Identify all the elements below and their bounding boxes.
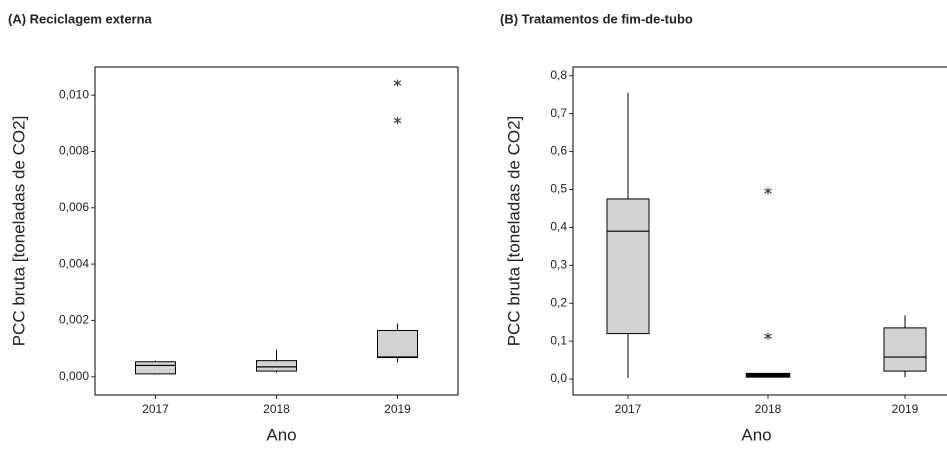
y-tick-label: 0,002 bbox=[59, 313, 89, 327]
box bbox=[377, 330, 418, 359]
x-tick-label: 2017 bbox=[615, 402, 642, 416]
y-tick-label: 0,6 bbox=[550, 144, 567, 158]
chart-title: (A) Reciclagem externa bbox=[8, 11, 153, 26]
y-tick-label: 0,008 bbox=[59, 144, 89, 158]
x-tick-label: 2019 bbox=[892, 402, 919, 416]
plot-frame bbox=[572, 66, 947, 396]
x-tick-label: 2018 bbox=[263, 402, 290, 416]
y-tick-label: 0,004 bbox=[59, 256, 89, 270]
y-tick-label: 0,0 bbox=[550, 371, 567, 385]
outlier bbox=[393, 79, 402, 87]
x-axis-label: Ano bbox=[741, 425, 771, 444]
box bbox=[606, 198, 650, 335]
x-tick-label: 2018 bbox=[755, 402, 782, 416]
y-tick-label: 0,5 bbox=[550, 182, 567, 196]
x-tick-label: 2019 bbox=[384, 402, 411, 416]
y-axis-label: PCC bruta [toneladas de CO2] bbox=[9, 116, 28, 347]
plot-frame bbox=[94, 66, 459, 396]
x-axis-label: Ano bbox=[266, 425, 296, 444]
y-tick-label: 0,8 bbox=[550, 68, 567, 82]
box bbox=[256, 360, 297, 372]
y-tick-label: 0,3 bbox=[550, 257, 567, 271]
y-tick-label: 0,4 bbox=[550, 220, 567, 234]
outlier bbox=[764, 187, 772, 195]
outlier bbox=[393, 116, 402, 124]
box bbox=[135, 361, 176, 375]
x-tick-label: 2017 bbox=[142, 402, 169, 416]
y-tick-label: 0,006 bbox=[59, 200, 89, 214]
y-axis-label: PCC bruta [toneladas de CO2] bbox=[504, 116, 523, 347]
chart-title: (B) Tratamentos de fim-de-tubo bbox=[500, 11, 693, 26]
y-tick-label: 0,000 bbox=[59, 369, 89, 383]
y-tick-label: 0,7 bbox=[550, 106, 567, 120]
y-tick-label: 0,1 bbox=[550, 333, 567, 347]
box bbox=[883, 327, 927, 372]
y-tick-label: 0,2 bbox=[550, 295, 567, 309]
y-tick-label: 0,010 bbox=[59, 87, 89, 101]
outlier bbox=[764, 332, 772, 340]
